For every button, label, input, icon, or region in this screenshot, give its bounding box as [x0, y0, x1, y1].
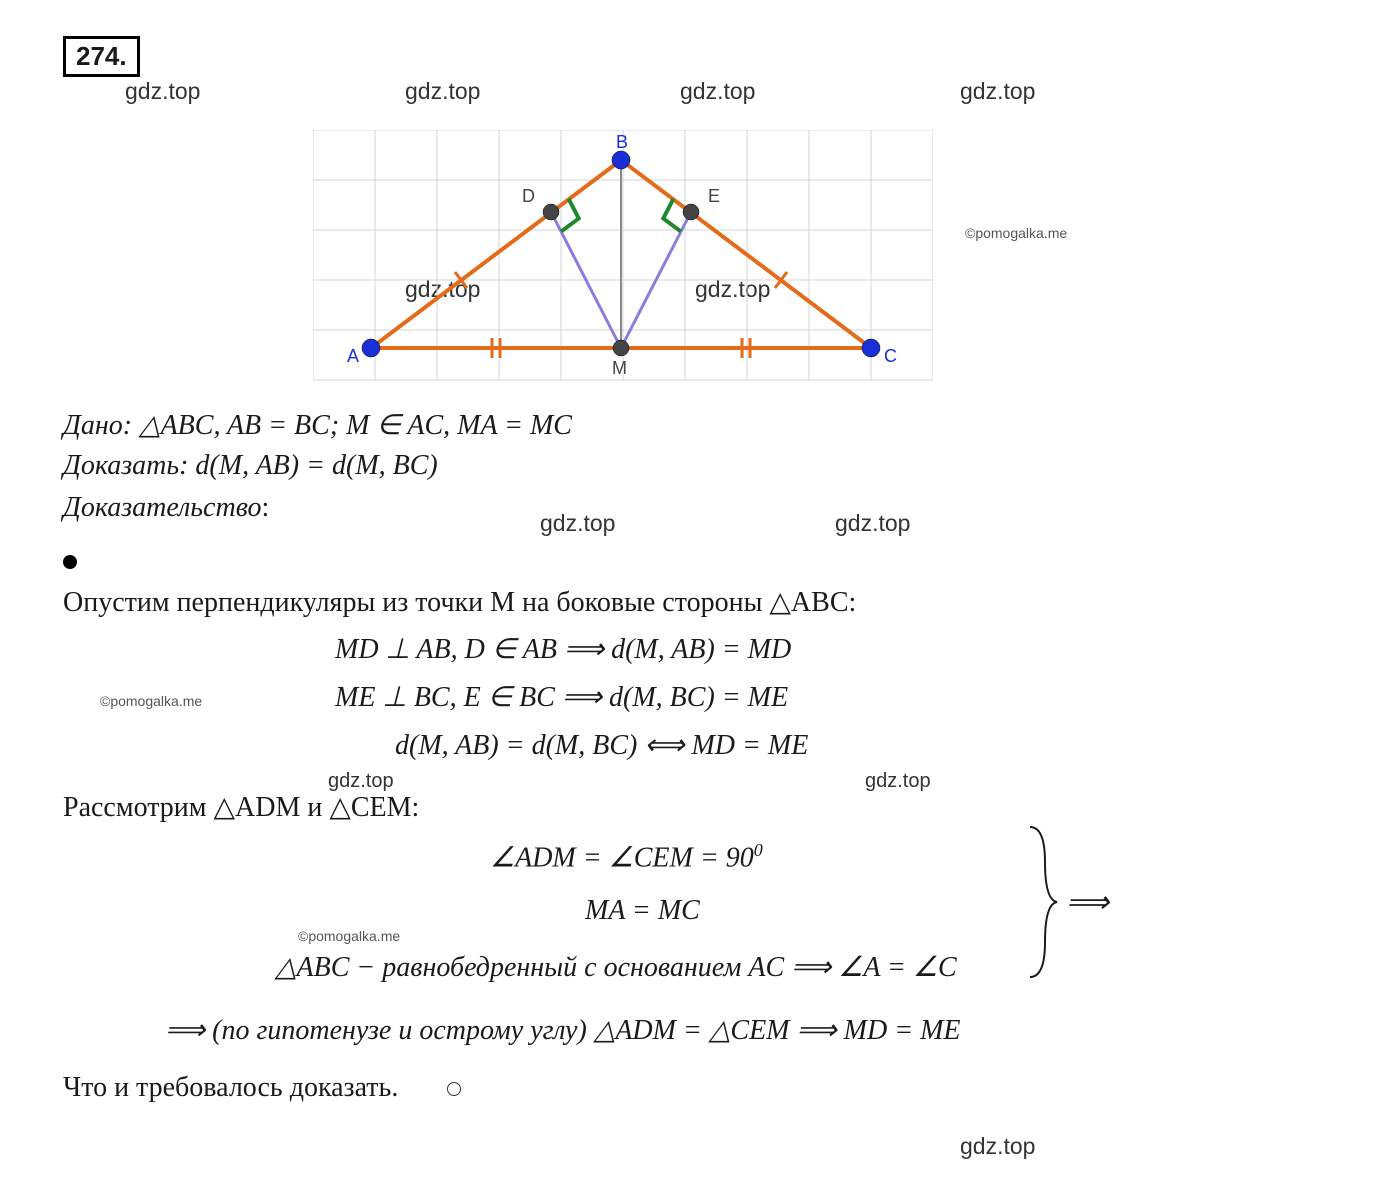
- proof-label: Доказательство: [63, 492, 261, 523]
- eq4: ∠ADM = ∠CEM = 900: [490, 840, 763, 874]
- prove-line: Доказать: d(M, AB) = d(M, BC): [63, 450, 438, 482]
- svg-text:C: C: [884, 346, 897, 366]
- eq3: d(M, AB) = d(M, BC) ⟺ MD = ME: [395, 728, 808, 762]
- qed-circle: [447, 1082, 461, 1096]
- prove-text: : d(M, AB) = d(M, BC): [179, 450, 438, 481]
- eq2: ME ⊥ BC, E ∈ BC ⟹ d(M, BC) = ME: [335, 680, 788, 714]
- qed: Что и требовалось доказать.: [63, 1072, 398, 1104]
- watermark-10: gdz.top: [960, 1133, 1035, 1160]
- big-brace: [1025, 822, 1065, 982]
- watermark-3: gdz.top: [960, 78, 1035, 105]
- svg-text:A: A: [347, 346, 359, 366]
- given-label: Дано: [63, 410, 123, 441]
- watermark-2: gdz.top: [680, 78, 755, 105]
- eq6: △ABC − равнобедренный с основанием AC ⟹ …: [275, 950, 957, 984]
- proof-colon: :: [261, 492, 269, 523]
- eq4-sup: 0: [754, 840, 763, 860]
- watermark-6: gdz.top: [540, 510, 615, 537]
- watermark-7: gdz.top: [835, 510, 910, 537]
- copyright-0: ©pomogalka.me: [965, 225, 1067, 241]
- proof-p2: Рассмотрим △ADM и △CEM:: [63, 790, 419, 824]
- eq5: MA = MC: [585, 895, 700, 927]
- proof-p1: Опустим перпендикуляры из точки M на бок…: [63, 585, 856, 619]
- watermark-1: gdz.top: [405, 78, 480, 105]
- copyright-1: ©pomogalka.me: [100, 693, 202, 709]
- copyright-2: ©pomogalka.me: [298, 928, 400, 944]
- svg-text:E: E: [708, 186, 720, 206]
- eq1: MD ⊥ AB, D ∈ AB ⟹ d(M, AB) = MD: [335, 632, 791, 666]
- brace-arrow: ⟹: [1066, 885, 1109, 920]
- given-line: Дано: △ABC, AB = BC; M ∈ AC, MA = MC: [63, 408, 572, 442]
- svg-text:M: M: [612, 358, 627, 378]
- watermark-0: gdz.top: [125, 78, 200, 105]
- watermark-9: gdz.top: [865, 770, 931, 793]
- eq7: ⟹ (по гипотенузе и острому углу) △ADM = …: [165, 1013, 961, 1047]
- proof-bullet: [63, 555, 77, 569]
- prove-label: Доказать: [63, 450, 179, 481]
- proof-header: Доказательство:: [63, 492, 269, 524]
- problem-number: 274.: [63, 36, 140, 77]
- svg-text:D: D: [522, 186, 535, 206]
- svg-text:B: B: [616, 132, 628, 152]
- eq4-text: ∠ADM = ∠CEM = 90: [490, 842, 754, 873]
- given-text: : △ABC, AB = BC; M ∈ AC, MA = MC: [123, 410, 572, 441]
- geometry-figure: A B C M D E: [313, 130, 933, 390]
